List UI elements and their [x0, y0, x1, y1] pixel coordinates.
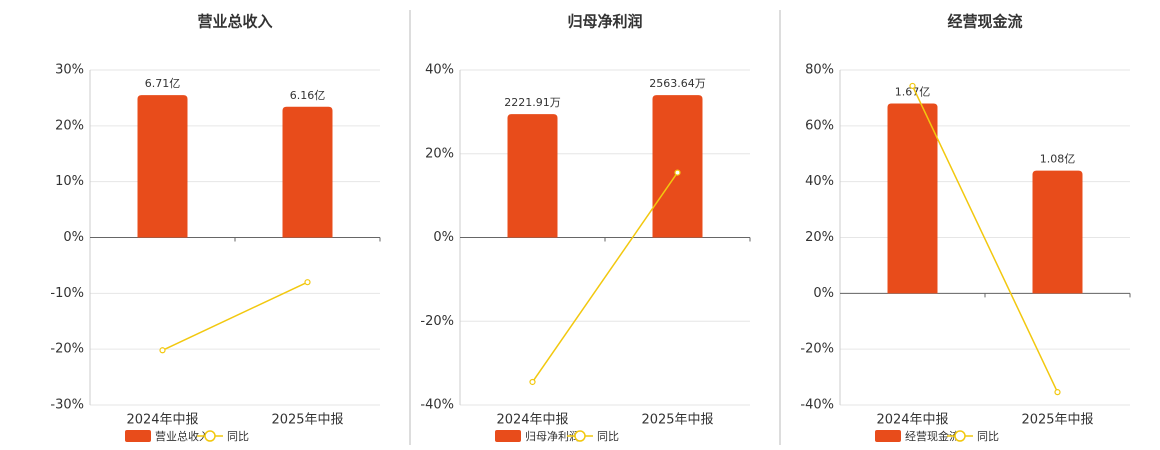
bar: [652, 95, 703, 238]
line: [162, 281, 308, 351]
value-label: 1.08亿: [1040, 153, 1076, 166]
y-tick-label: -20%: [50, 342, 84, 357]
legend-label: 同比: [597, 430, 619, 443]
y-tick-label: -10%: [50, 286, 84, 301]
line-point: [1054, 389, 1061, 396]
y-tick-label: 10%: [55, 174, 84, 189]
line-point: [159, 347, 166, 354]
legend-marker: [204, 430, 216, 442]
legend-swatch: [125, 430, 151, 442]
chart-title: 经营现金流: [947, 13, 1022, 31]
x-tick-label: 2024年中报: [496, 413, 568, 428]
y-tick-label: -20%: [420, 314, 454, 329]
line: [531, 172, 679, 383]
legend-marker: [574, 430, 586, 442]
bar: [507, 114, 558, 238]
x-tick-label: 2025年中报: [641, 413, 713, 428]
y-tick-label: 0%: [63, 230, 84, 245]
line-point: [909, 82, 916, 90]
value-label: 2221.91万: [504, 96, 561, 109]
y-tick-label: 30%: [55, 63, 84, 78]
x-tick-label: 2025年中报: [1021, 413, 1093, 428]
y-tick-label: 40%: [805, 174, 834, 189]
legend-label: 归母净利润: [525, 429, 580, 443]
x-tick-label: 2024年中报: [126, 413, 198, 428]
chart-title: 营业总收入: [197, 13, 272, 31]
bar: [1032, 170, 1083, 294]
legend-swatch: [875, 430, 901, 442]
y-tick-label: 20%: [425, 146, 454, 161]
chart-title: 归母净利润: [567, 13, 642, 31]
value-label: 2563.64万: [649, 77, 706, 90]
value-label: 1.67亿: [895, 86, 931, 99]
y-tick-label: 60%: [805, 118, 834, 133]
line-point: [674, 169, 681, 176]
y-tick-label: -40%: [420, 398, 454, 413]
y-tick-label: 80%: [805, 63, 834, 78]
value-label: 6.16亿: [290, 89, 326, 102]
line: [911, 85, 1059, 393]
x-tick-label: 2024年中报: [876, 413, 948, 428]
legend-swatch: [495, 430, 521, 442]
legend-label: 同比: [977, 430, 999, 443]
y-tick-label: -20%: [800, 342, 834, 357]
bar: [887, 103, 938, 294]
legend-marker: [954, 430, 966, 442]
y-tick-label: 0%: [813, 286, 834, 301]
value-label: 6.71亿: [145, 77, 181, 90]
legend-label: 同比: [227, 430, 249, 443]
y-tick-label: 0%: [433, 230, 454, 245]
line-point: [304, 279, 311, 286]
bar: [137, 95, 188, 238]
y-tick-label: 20%: [55, 118, 84, 133]
y-tick-label: -30%: [50, 398, 84, 413]
legend-label: 经营现金流: [905, 429, 960, 443]
y-tick-label: -40%: [800, 398, 834, 413]
legend-label: 营业总收入: [155, 429, 210, 443]
y-tick-label: 40%: [425, 63, 454, 78]
bar: [282, 106, 333, 238]
y-tick-label: 20%: [805, 230, 834, 245]
line-point: [529, 378, 536, 386]
x-tick-label: 2025年中报: [271, 413, 343, 428]
